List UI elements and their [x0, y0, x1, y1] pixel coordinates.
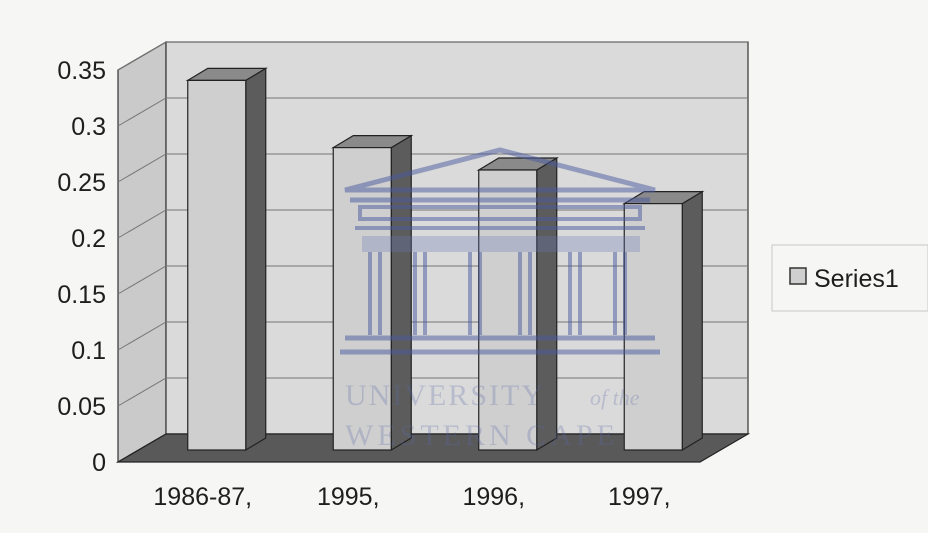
y-tick-label: 0	[92, 449, 106, 477]
y-tick-label: 0.35	[57, 57, 106, 85]
y-tick-label: 0.2	[71, 225, 106, 253]
gridline	[117, 153, 748, 183]
y-tick-label: 0.05	[57, 393, 106, 421]
x-axis-labels: 1986-87, 1995, 1996, 1997,	[153, 483, 670, 511]
chart-floor	[115, 433, 751, 463]
gridline	[117, 41, 748, 71]
university-watermark-logo: UNIVERSITY of the WESTERN CAPE	[340, 147, 660, 452]
floor-plane	[115, 433, 751, 463]
legend: Series1	[771, 244, 928, 312]
bar-side	[245, 67, 267, 452]
x-category-label: 1996,	[462, 483, 525, 511]
watermark-line1-suffix: of the	[590, 385, 640, 410]
bar-front	[478, 169, 538, 451]
x-category-label: 1986-87,	[153, 483, 252, 511]
legend-label-series1: Series1	[814, 265, 899, 293]
bars	[185, 67, 705, 452]
y-axis-ticks: 0 0.05 0.1 0.15 0.2 0.25 0.3 0.35	[57, 57, 106, 477]
y-tick-label: 0.1	[71, 337, 106, 365]
watermark-line2: WESTERN CAPE	[345, 419, 619, 452]
bar-side	[681, 190, 703, 452]
y-tick-label: 0.3	[71, 113, 106, 141]
side-wall	[117, 40, 167, 464]
x-category-label: 1995,	[317, 483, 380, 511]
bar-front	[623, 203, 683, 451]
watermark-line1: UNIVERSITY	[345, 379, 545, 412]
y-tick-label: 0.25	[57, 169, 106, 197]
bar-front	[187, 79, 247, 451]
bar	[185, 67, 268, 452]
legend-swatch-series1	[789, 267, 807, 285]
y-tick-label: 0.15	[57, 281, 106, 309]
gridline	[117, 97, 748, 127]
bar	[622, 190, 705, 452]
x-category-label: 1997,	[608, 483, 671, 511]
